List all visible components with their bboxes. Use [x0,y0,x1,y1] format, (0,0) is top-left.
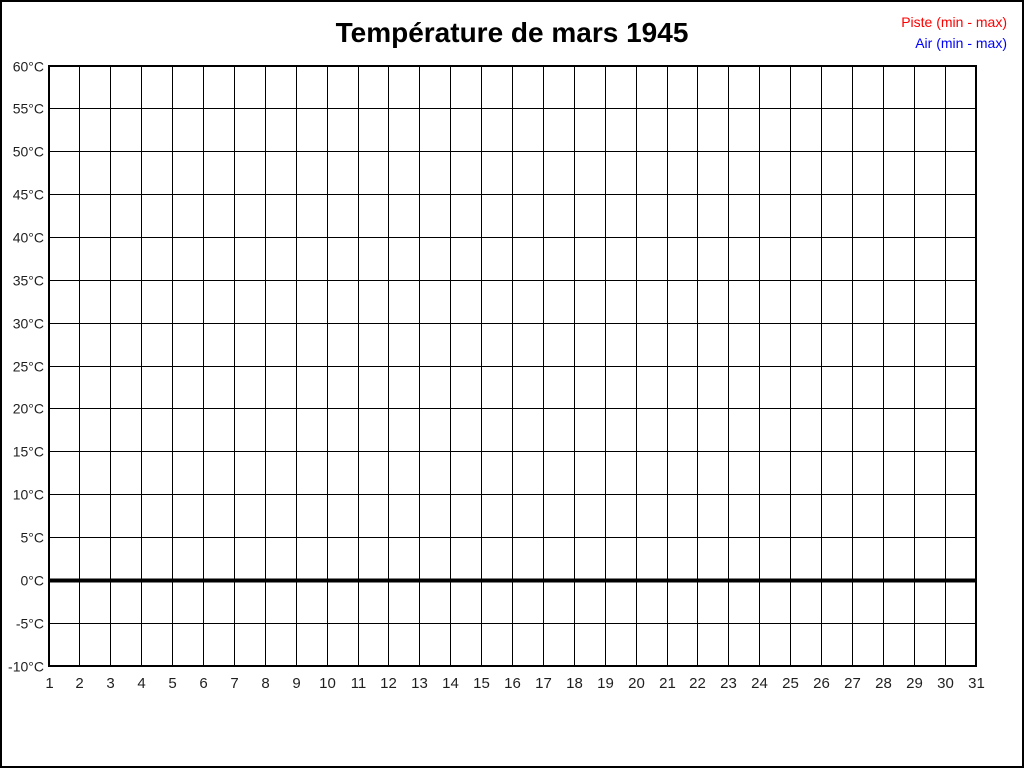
legend-item-air: Air (min - max) [915,35,1007,51]
chart-legend: Piste (min - max) Air (min - max) [901,12,1007,54]
x-tick-label: 13 [411,675,428,692]
x-tick-label: 14 [442,675,459,692]
x-tick-label: 18 [566,675,583,692]
y-tick-label: 40°C [13,230,44,246]
x-tick-label: 23 [720,675,737,692]
x-tick-label: 15 [473,675,490,692]
y-tick-label: -5°C [16,616,44,632]
y-tick-label: -10°C [8,659,44,675]
x-tick-label: 10 [319,675,336,692]
y-axis-tick-labels: 60°C 55°C 50°C 45°C 40°C 35°C 30°C 25°C 20°C 15°C… [8,59,44,675]
grid [49,66,977,667]
x-tick-label: 21 [659,675,676,692]
y-tick-label: 35°C [13,273,44,289]
y-tick-label: 45°C [13,187,44,203]
y-tick-label: 5°C [21,530,45,546]
x-tick-label: 28 [875,675,892,692]
x-tick-label: 30 [937,675,954,692]
x-tick-label: 5 [168,675,176,692]
x-tick-label: 9 [292,675,300,692]
x-tick-label: 17 [535,675,552,692]
x-tick-label: 25 [782,675,799,692]
x-tick-label: 7 [230,675,238,692]
y-tick-label: 15°C [13,444,44,460]
plot-border [48,65,977,667]
x-tick-label: 11 [351,675,367,692]
y-tick-label: 25°C [13,359,44,375]
y-tick-label: 0°C [21,573,45,589]
x-tick-label: 8 [261,675,269,692]
x-tick-label: 22 [689,675,706,692]
x-tick-label: 2 [75,675,83,692]
x-tick-label: 6 [199,675,207,692]
x-axis-tick-labels: 1 2 3 4 5 6 7 8 9 10 11 12 13 14 15 16 17 18 19 20 21 22 23 24 2… [45,675,985,692]
x-tick-label: 1 [45,675,53,692]
x-tick-label: 12 [380,675,397,692]
x-tick-label: 26 [813,675,830,692]
page-title: Température de mars 1945 [335,17,689,48]
x-tick-label: 16 [504,675,521,692]
y-tick-label: 30°C [13,316,44,332]
x-tick-label: 27 [844,675,861,692]
legend-item-piste: Piste (min - max) [901,14,1007,30]
y-tick-label: 10°C [13,487,44,503]
x-tick-label: 31 [968,675,985,692]
y-tick-label: 60°C [13,59,44,75]
y-tick-label: 55°C [13,101,44,117]
x-tick-label: 24 [751,675,768,692]
x-tick-label: 4 [137,675,145,692]
x-tick-label: 3 [106,675,114,692]
y-tick-label: 50°C [13,144,44,160]
y-tick-label: 20°C [13,401,44,417]
x-tick-label: 19 [597,675,614,692]
x-tick-label: 29 [906,675,923,692]
x-tick-label: 20 [628,675,645,692]
